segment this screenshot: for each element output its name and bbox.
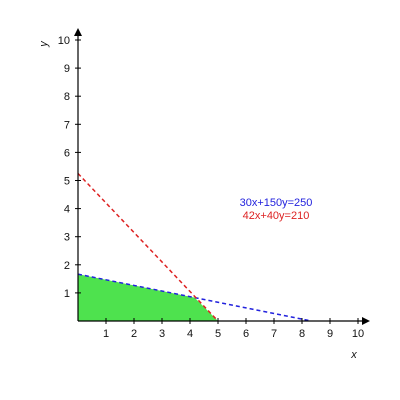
- x-tick-label: 3: [159, 328, 165, 340]
- y-tick-label: 7: [64, 119, 70, 131]
- legend-entry-1: 30x+150y=250: [240, 197, 313, 209]
- x-tick-label: 7: [271, 328, 277, 340]
- x-axis-label: x: [350, 349, 357, 361]
- feasible-region-layer: [78, 274, 218, 321]
- x-tick-label: 2: [131, 328, 137, 340]
- y-tick-label: 4: [64, 204, 70, 216]
- y-tick-label: 8: [64, 91, 70, 103]
- x-axis-arrow: [362, 317, 370, 325]
- x-tick-label: 10: [352, 328, 364, 340]
- x-tick-label: 8: [299, 328, 305, 340]
- y-tick-label: 6: [64, 147, 70, 159]
- y-tick-label: 9: [64, 63, 70, 75]
- y-tick-label: 5: [64, 176, 70, 188]
- y-tick-label: 10: [58, 35, 70, 47]
- x-tick-label: 1: [103, 328, 109, 340]
- y-axis-label: y: [38, 40, 50, 48]
- y-tick-label: 2: [64, 260, 70, 272]
- x-tick-label: 5: [215, 328, 221, 340]
- series-line-1: [77, 273, 312, 322]
- feasible-region: [78, 274, 218, 321]
- axes-layer: 1 2 3 4 5 6 7 8 9 10 1 2 3 4 5 6 7 8 9 10 x y: [38, 28, 370, 361]
- y-tick-label: 3: [64, 232, 70, 244]
- legend-entry-2: 42x+40y=210: [243, 210, 310, 222]
- y-tick-label: 1: [64, 288, 70, 300]
- series-line-2: [77, 172, 219, 322]
- x-tick-label: 6: [243, 328, 249, 340]
- x-tick-label: 9: [327, 328, 333, 340]
- series-layer: [77, 172, 312, 322]
- x-tick-label: 4: [187, 328, 193, 340]
- y-axis-arrow: [74, 28, 82, 36]
